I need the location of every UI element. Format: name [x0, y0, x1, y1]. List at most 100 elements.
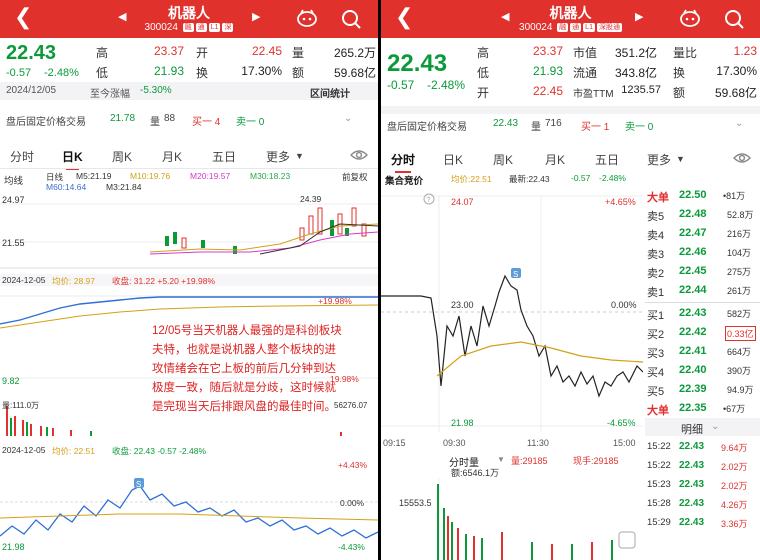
volume-bar: [531, 542, 533, 560]
prev-stock-icon[interactable]: ◀: [118, 11, 127, 23]
ask-row[interactable]: 卖1 22.44 261万: [645, 281, 760, 299]
community-icon[interactable]: [296, 8, 318, 28]
stock-code-line: 300024 融通 L1 深股通: [381, 22, 760, 33]
volume-bar: [40, 426, 42, 436]
tab-more[interactable]: 更多: [647, 153, 672, 167]
after-hours-vol: 88: [164, 113, 176, 124]
after-hours-vol-label: 量: [531, 122, 541, 133]
ask-row[interactable]: 卖4 22.47 216万: [645, 224, 760, 242]
chevron-down-icon[interactable]: ⌄: [344, 113, 353, 124]
high-value: 23.37: [532, 44, 563, 58]
adjust-select[interactable]: 前复权: [342, 172, 368, 182]
ask-vol: 216万: [727, 229, 752, 239]
search-icon[interactable]: [340, 8, 362, 30]
bid-row[interactable]: 买3 22.41 664万: [645, 342, 760, 360]
volume-bar: [14, 416, 16, 436]
tag-badge: L1: [208, 22, 221, 32]
caret-down-icon[interactable]: ▼: [676, 154, 685, 164]
volume-bar: [501, 532, 503, 560]
intraday1-close: 收盘: 31.22 +5.20 +19.98%: [112, 276, 216, 286]
eye-icon[interactable]: [350, 148, 368, 162]
amount-label: 额: [292, 66, 305, 80]
tab-weekly-k[interactable]: 周K: [112, 150, 133, 164]
back-icon[interactable]: ❮: [14, 4, 33, 29]
range-stats-button[interactable]: 区间统计: [310, 89, 350, 100]
after-hours-buy: 买一 4: [192, 117, 221, 128]
price-line: [0, 485, 378, 539]
tab-monthly-k[interactable]: 月K: [162, 150, 183, 164]
chart-info-row: 集合竞价 均价:22.51 最新:22.43 -0.57 -2.48%: [381, 172, 643, 187]
ask-price: 22.44: [679, 284, 707, 296]
float-value: 343.8亿: [614, 66, 657, 80]
tick-time: 15:28: [647, 498, 671, 509]
signal-marker-label: S: [513, 270, 518, 279]
volume-chart[interactable]: 15553.5: [381, 478, 643, 560]
tab-intraday[interactable]: 分时: [10, 150, 35, 164]
volume-ratio-label: 量比: [673, 46, 698, 60]
next-stock-icon[interactable]: ▶: [635, 11, 644, 23]
intraday1-chart[interactable]: +19.98% 19.98% 9.82 量:111.0万 56276.07: [0, 286, 378, 442]
avg-price: 均价:22.51: [451, 174, 492, 184]
back-icon[interactable]: ❮: [395, 4, 414, 29]
tab-five-day[interactable]: 五日: [212, 150, 237, 164]
eye-icon[interactable]: [733, 151, 751, 165]
ask-row[interactable]: 卖2 22.45 275万: [645, 262, 760, 280]
community-icon[interactable]: [679, 8, 701, 28]
detail-header[interactable]: 明细 ⌄: [645, 418, 760, 436]
caret-down-icon[interactable]: ▼: [295, 151, 304, 161]
panel-divider: [378, 0, 381, 560]
ask-row[interactable]: 卖5 22.48 52.8万: [645, 205, 760, 223]
bid-row[interactable]: 买1 22.43 582万: [645, 304, 760, 322]
intraday-chart[interactable]: S 24.07 +4.65% 23.00 0.00% 21.98 -4.65% …: [381, 186, 643, 452]
chevron-down-icon[interactable]: ⌄: [711, 421, 720, 432]
chart-pct-top: +4.65%: [605, 197, 636, 207]
tag-badge: 深股通: [596, 22, 622, 32]
tab-monthly-k[interactable]: 月K: [545, 153, 566, 167]
tab-intraday[interactable]: 分时: [391, 153, 416, 173]
avg-line: [0, 304, 378, 329]
intraday2-pct-bot: -4.43%: [338, 542, 365, 552]
tab-daily-k[interactable]: 日K: [62, 150, 83, 170]
tick-row: 15:28 22.43 4.26万: [645, 495, 760, 513]
prev-stock-icon[interactable]: ◀: [501, 11, 510, 23]
mcap-label: 市值: [573, 46, 598, 60]
low-label: 低: [96, 66, 109, 80]
right-stock-panel: ❮ ◀ 机器人 300024 融通 L1 深股通 ▶ 22.43 -0.57 -2.…: [381, 0, 760, 560]
caret-down-icon[interactable]: ▼: [497, 455, 505, 464]
big-buy-price: 22.35: [679, 402, 707, 414]
bid-row[interactable]: 买5 22.39 94.9万: [645, 380, 760, 398]
search-icon[interactable]: [723, 8, 745, 30]
intraday2-chart[interactable]: S +4.43% 0.00% -4.43% 21.98: [0, 456, 378, 560]
tab-more[interactable]: 更多: [266, 150, 291, 164]
low-value: 21.93: [532, 64, 563, 78]
intraday2-pct-top: +4.43%: [338, 460, 368, 470]
pe-value: 1235.57: [621, 84, 661, 96]
ma-m20: M20:19.57: [190, 171, 231, 181]
big-buy-row: 大单 22.35 •67万: [645, 399, 760, 417]
ma-type-select[interactable]: 均线: [4, 176, 24, 187]
bid-row[interactable]: 买4 22.40 390万: [645, 361, 760, 379]
candle-up: [299, 227, 305, 241]
tick-time: 15:22: [647, 460, 671, 471]
auction-label[interactable]: 集合竞价: [385, 176, 424, 187]
period-tabs: 分时 日K 周K 月K 五日 更多 ▼: [381, 146, 760, 173]
low-value: 21.93: [153, 64, 184, 78]
chevron-down-icon[interactable]: ⌄: [735, 118, 744, 129]
tab-weekly-k[interactable]: 周K: [493, 153, 514, 167]
kline-chart[interactable]: 24.97 21.55 24.39: [0, 194, 378, 270]
stock-header: ❮ ◀ 机器人 300024 融通 L1 深 ▶: [0, 0, 378, 38]
next-stock-icon[interactable]: ▶: [252, 11, 261, 23]
candle-up: [181, 237, 187, 249]
candle-up: [361, 223, 367, 237]
big-buy-label: 大单: [647, 405, 669, 417]
ask-row[interactable]: 卖3 22.46 104万: [645, 243, 760, 261]
volume-select[interactable]: 分时量: [449, 458, 479, 469]
tick-price: 22.43: [679, 498, 705, 509]
tab-daily-k[interactable]: 日K: [443, 153, 464, 167]
stock-name: 机器人: [549, 5, 592, 21]
tick-price: 22.43: [679, 441, 705, 452]
bid-row[interactable]: 买2 22.42 0.33亿: [645, 323, 760, 341]
divider: [645, 302, 760, 303]
tab-five-day[interactable]: 五日: [595, 153, 620, 167]
tag-badge: 通: [570, 22, 582, 32]
